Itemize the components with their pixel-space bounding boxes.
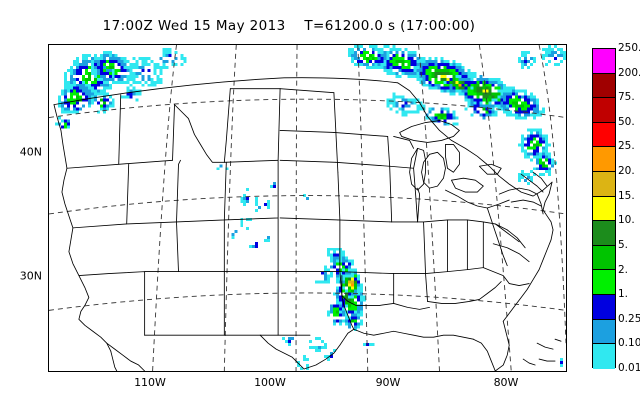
colorbar-tick-label: 0.10 <box>618 337 640 350</box>
colorbar-tick-label: 75. <box>618 91 635 104</box>
colorbar-swatch <box>593 147 615 173</box>
colorbar <box>592 48 616 369</box>
colorbar-swatch <box>593 344 615 369</box>
longitude-axis-labels: 110W 100W 90W 80W <box>0 372 640 398</box>
colorbar-swatch <box>593 221 615 246</box>
colorbar-swatch <box>593 295 615 320</box>
map-plot-area <box>48 44 567 372</box>
colorbar-labels: 250. 200. 75. 50. 25. 20. 15. 10. 5. 2. 1. 0.25 0.10… <box>618 42 640 378</box>
colorbar-swatch <box>593 319 615 345</box>
colorbar-tick-label: 5. <box>618 238 629 251</box>
colorbar-swatch <box>593 73 615 99</box>
colorbar-tick-label: 1. <box>618 288 629 301</box>
colorbar-tick-label: 50. <box>618 115 635 128</box>
colorbar-swatch <box>593 270 615 296</box>
colorbar-tick-label: 250. <box>618 42 640 54</box>
longitude-tick-label: 100W <box>254 376 286 389</box>
colorbar-tick-label: 0.01 <box>618 362 640 374</box>
latitude-tick-label: 30N <box>19 269 42 283</box>
longitude-tick-label: 80W <box>493 376 519 389</box>
colorbar-tick-label: 200. <box>618 66 640 79</box>
colorbar-swatch <box>593 172 615 197</box>
map-graphic <box>49 45 566 371</box>
colorbar-tick-label: 10. <box>618 214 635 227</box>
colorbar-tick-label: 20. <box>618 165 635 178</box>
colorbar-swatch <box>593 245 615 271</box>
figure-title: 17:00Z Wed 15 May 2013 T=61200.0 s (17:0… <box>102 18 476 34</box>
colorbar-swatch <box>593 122 615 148</box>
colorbar-swatch <box>593 196 615 222</box>
geographic-boundaries <box>53 77 562 371</box>
precipitation-field <box>54 45 566 371</box>
longitude-tick-label: 110W <box>134 376 166 389</box>
latitude-axis-labels: 40N 30N <box>0 0 46 400</box>
colorbar-tick-label: 15. <box>618 189 635 202</box>
colorbar-swatch <box>593 98 615 123</box>
longitude-tick-label: 90W <box>375 376 401 389</box>
latitude-tick-label: 40N <box>19 145 42 159</box>
colorbar-swatch <box>593 49 615 74</box>
colorbar-tick-label: 25. <box>618 140 635 153</box>
colorbar-tick-label: 2. <box>618 263 629 276</box>
colorbar-tick-label: 0.25 <box>618 312 640 325</box>
